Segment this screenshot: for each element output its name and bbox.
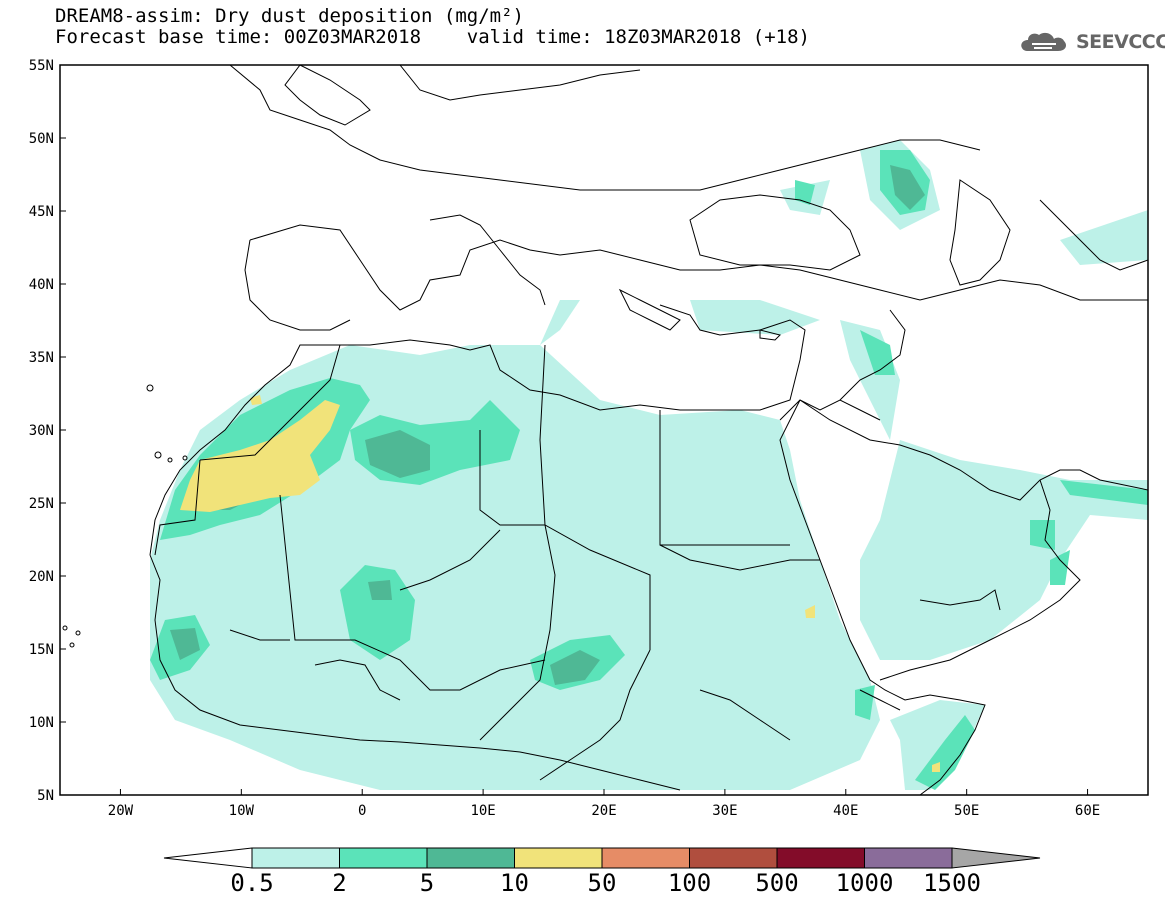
lon-tick-label: 50E [954, 803, 979, 819]
colorbar-segment [251, 847, 340, 869]
lon-tick-label: 10W [229, 803, 255, 819]
colorbar-label: 1500 [923, 869, 981, 897]
lat-tick-label: 10N [29, 715, 54, 731]
colorbar-label: 2 [332, 869, 346, 897]
colorbar-segment [864, 847, 953, 869]
colorbar-label: 10 [500, 869, 529, 897]
colorbar-label: 0.5 [230, 869, 273, 897]
chart-subtitle: Forecast base time: 00Z03MAR2018 valid t… [55, 26, 810, 48]
lon-tick-label: 60E [1075, 803, 1100, 819]
lon-tick-label: 30E [712, 803, 737, 819]
colorbar-segment [689, 847, 778, 869]
lat-tick-label: 20N [29, 569, 54, 585]
colorbar-label: 1000 [836, 869, 894, 897]
lat-tick-label: 30N [29, 423, 54, 439]
lon-tick-label: 40E [833, 803, 858, 819]
colorbar-segment [514, 847, 603, 869]
lon-tick-label: 10E [470, 803, 495, 819]
lat-tick-label: 25N [29, 496, 54, 512]
map-plot-area [62, 65, 1148, 795]
lat-tick-label: 40N [29, 277, 54, 293]
islands [62, 288, 781, 648]
chart-title: DREAM8-assim: Dry dust deposition (mg/m²… [55, 5, 524, 27]
colorbar-segment [426, 847, 515, 869]
lat-tick-label: 15N [29, 642, 54, 658]
lon-tick-label: 0 [358, 803, 366, 819]
colorbar-high-end [951, 847, 1041, 869]
colorbar-segment [601, 847, 690, 869]
colorbar-segment [339, 847, 428, 869]
cloud-icon [1021, 32, 1066, 51]
lat-tick-label: 55N [29, 58, 54, 74]
colorbar-label: 100 [668, 869, 711, 897]
longitude-axis: 20W 10W 0 10E 20E 30E 40E 50E 60E [108, 789, 1100, 819]
colorbar-segment [776, 847, 865, 869]
coastlines-borders [149, 65, 1148, 795]
lat-tick-label: 45N [29, 204, 54, 220]
colorbar-label: 5 [420, 869, 434, 897]
colorbar-label: 50 [588, 869, 617, 897]
lat-tick-label: 50N [29, 131, 54, 147]
colorbar: 0.5 2 5 10 50 100 500 1000 1500 [163, 847, 1041, 897]
colorbar-label: 500 [755, 869, 798, 897]
colorbar-low-end [163, 847, 253, 869]
dust-level-10-50 [180, 395, 940, 772]
seevccc-logo: SEEVCCC [1018, 28, 1165, 56]
lon-tick-label: 20E [591, 803, 616, 819]
latitude-axis: 55N 50N 45N 40N 35N 30N 25N 20N 15N 10N 5N [29, 58, 66, 804]
lon-tick-label: 20W [108, 803, 134, 819]
logo-text: SEEVCCC [1076, 31, 1165, 53]
lat-tick-label: 35N [29, 350, 54, 366]
lat-tick-label: 5N [37, 788, 54, 804]
